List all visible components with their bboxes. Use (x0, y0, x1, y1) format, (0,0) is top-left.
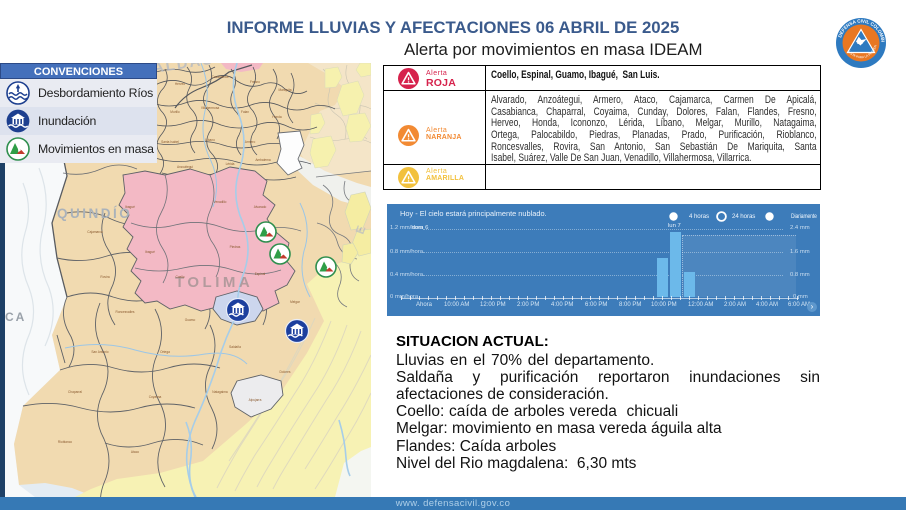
svg-text:Villahermosa: Villahermosa (201, 106, 220, 110)
svg-text:Alvarado: Alvarado (254, 205, 267, 209)
svg-text:Rioblanco: Rioblanco (58, 440, 72, 444)
svg-text:Dolores: Dolores (280, 370, 291, 374)
svg-text:Murillo: Murillo (170, 110, 180, 114)
svg-text:TOLIMA: TOLIMA (175, 274, 253, 291)
svg-text:CA: CA (5, 310, 26, 324)
svg-text:Ortega: Ortega (160, 350, 170, 354)
svg-text:Fresno: Fresno (250, 80, 260, 84)
svg-text:Ataco: Ataco (131, 450, 139, 454)
svg-text:Ibagué: Ibagué (145, 250, 155, 254)
svg-text:Lérida: Lérida (226, 162, 235, 166)
svg-text:Roncesvalles: Roncesvalles (116, 310, 135, 314)
svg-text:Mariquita: Mariquita (278, 88, 291, 92)
svg-text:Herveo: Herveo (175, 82, 186, 86)
svg-text:Piedras: Piedras (230, 245, 241, 249)
svg-text:Venadillo: Venadillo (214, 200, 227, 204)
svg-text:Cajamarca: Cajamarca (87, 230, 103, 234)
svg-text:Anzoátegui: Anzoátegui (177, 165, 193, 169)
svg-text:Honda: Honda (272, 115, 282, 119)
svg-text:Armero: Armero (245, 140, 256, 144)
svg-text:Melgar: Melgar (290, 300, 301, 304)
svg-text:DC: DC (857, 40, 863, 45)
svg-text:Coello: Coello (175, 275, 184, 279)
svg-text:Casabianca: Casabianca (212, 75, 229, 79)
svg-text:Santa Isabel: Santa Isabel (161, 140, 179, 144)
svg-text:Falan: Falan (241, 110, 249, 114)
svg-text:Líbano: Líbano (205, 138, 215, 142)
svg-text:Natagaima: Natagaima (212, 390, 228, 394)
svg-text:Ibagué: Ibagué (125, 205, 135, 209)
svg-text:San Antonio: San Antonio (91, 350, 108, 354)
svg-text:Ambalema: Ambalema (255, 158, 270, 162)
svg-text:Rovira: Rovira (100, 275, 109, 279)
svg-text:Chaparral: Chaparral (68, 390, 82, 394)
svg-text:Guamo: Guamo (185, 318, 196, 322)
svg-text:Espinal: Espinal (255, 272, 266, 276)
svg-text:QUINDÍO: QUINDÍO (57, 206, 132, 221)
svg-text:E: E (353, 222, 370, 236)
svg-text:Saldaña: Saldaña (229, 345, 241, 349)
svg-text:Alpujarra: Alpujarra (249, 398, 262, 402)
svg-text:Coyaima: Coyaima (149, 395, 162, 399)
